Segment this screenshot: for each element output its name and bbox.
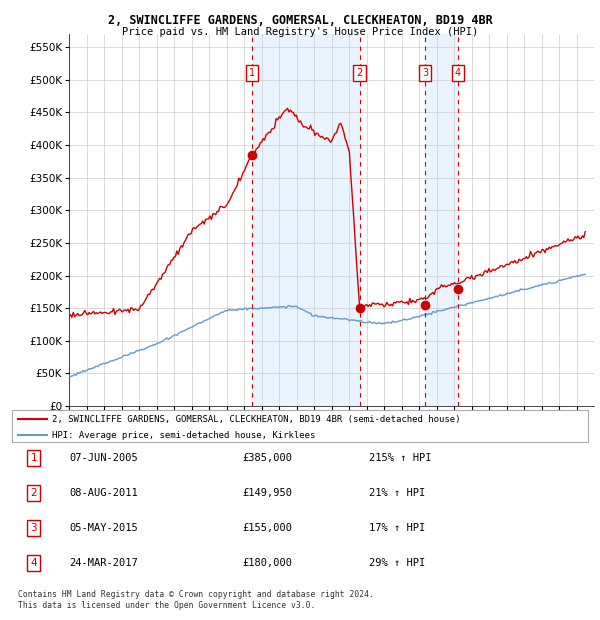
Text: £149,950: £149,950	[242, 488, 292, 498]
Text: 2: 2	[31, 488, 37, 498]
Text: £385,000: £385,000	[242, 453, 292, 463]
Text: HPI: Average price, semi-detached house, Kirklees: HPI: Average price, semi-detached house,…	[52, 431, 316, 440]
Text: 3: 3	[422, 68, 428, 78]
Text: £180,000: £180,000	[242, 558, 292, 568]
Text: Contains HM Land Registry data © Crown copyright and database right 2024.
This d: Contains HM Land Registry data © Crown c…	[18, 590, 374, 609]
Text: 1: 1	[31, 453, 37, 463]
Text: 05-MAY-2015: 05-MAY-2015	[70, 523, 139, 533]
Text: 215% ↑ HPI: 215% ↑ HPI	[369, 453, 431, 463]
FancyBboxPatch shape	[12, 410, 588, 442]
Text: 3: 3	[31, 523, 37, 533]
Text: 08-AUG-2011: 08-AUG-2011	[70, 488, 139, 498]
Text: 17% ↑ HPI: 17% ↑ HPI	[369, 523, 425, 533]
Text: 07-JUN-2005: 07-JUN-2005	[70, 453, 139, 463]
Text: 2: 2	[356, 68, 362, 78]
Text: 21% ↑ HPI: 21% ↑ HPI	[369, 488, 425, 498]
Text: 24-MAR-2017: 24-MAR-2017	[70, 558, 139, 568]
Text: Price paid vs. HM Land Registry's House Price Index (HPI): Price paid vs. HM Land Registry's House …	[122, 27, 478, 37]
Text: 4: 4	[455, 68, 461, 78]
Text: £155,000: £155,000	[242, 523, 292, 533]
Bar	[252, 34, 359, 406]
Text: 2, SWINCLIFFE GARDENS, GOMERSAL, CLECKHEATON, BD19 4BR: 2, SWINCLIFFE GARDENS, GOMERSAL, CLECKHE…	[107, 14, 493, 27]
Text: 2, SWINCLIFFE GARDENS, GOMERSAL, CLECKHEATON, BD19 4BR (semi-detached house): 2, SWINCLIFFE GARDENS, GOMERSAL, CLECKHE…	[52, 415, 461, 424]
Text: 1: 1	[248, 68, 255, 78]
Text: 4: 4	[31, 558, 37, 568]
Text: 29% ↑ HPI: 29% ↑ HPI	[369, 558, 425, 568]
Bar	[425, 34, 458, 406]
